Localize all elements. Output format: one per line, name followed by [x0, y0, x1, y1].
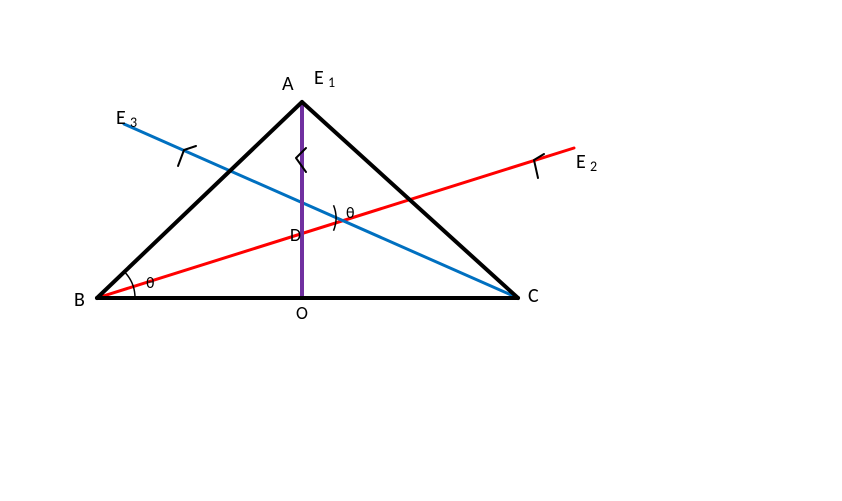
- diagram-canvas: A B C O D E 1 E 2 E 3 θ θ: [0, 0, 842, 501]
- geometry-svg: [0, 0, 842, 501]
- side-A-C: [302, 102, 518, 298]
- angle-arc-B: [125, 273, 135, 300]
- side-A-B: [97, 102, 302, 298]
